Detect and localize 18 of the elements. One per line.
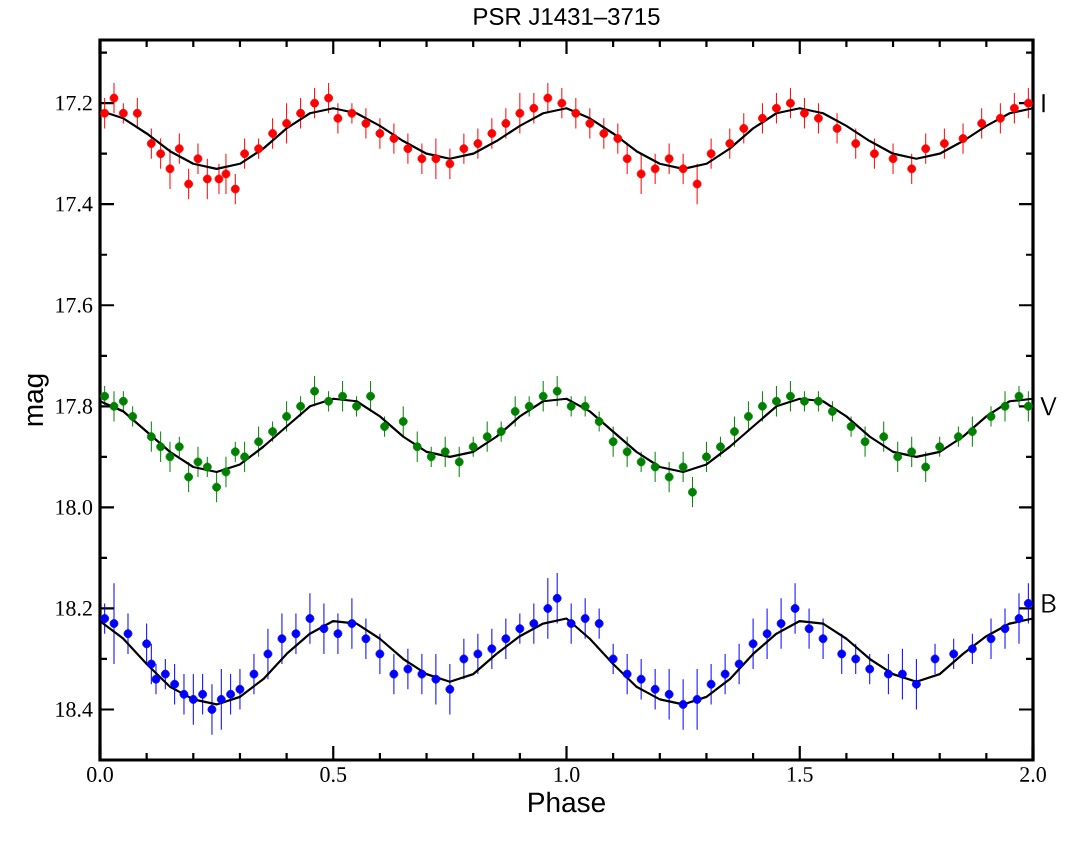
y-axis-title: mag xyxy=(27,374,49,426)
y-tick-label: 17.2 xyxy=(56,95,92,111)
y-tick-label: 17.6 xyxy=(56,297,93,313)
y-tick-label: 18.0 xyxy=(56,499,93,515)
x-axis-title: Phase xyxy=(529,791,605,813)
y-tick-label: 18.2 xyxy=(56,600,92,616)
x-tick-label: 0.0 xyxy=(87,767,113,783)
chart-title: PSR J1431–3715 xyxy=(474,7,660,25)
y-tick-label: 17.8 xyxy=(56,398,93,414)
x-tick-label: 0.5 xyxy=(320,767,347,783)
series-label: V xyxy=(1040,397,1057,416)
series-label: B xyxy=(1042,594,1056,613)
x-tick-label: 2.0 xyxy=(1020,767,1046,783)
y-tick-label: 18.4 xyxy=(56,702,93,717)
x-tick-label: 1.0 xyxy=(554,767,580,783)
y-tick-label: 17.4 xyxy=(56,196,93,212)
series-label: I xyxy=(1042,94,1045,113)
x-tick-label: 1.5 xyxy=(787,767,813,782)
